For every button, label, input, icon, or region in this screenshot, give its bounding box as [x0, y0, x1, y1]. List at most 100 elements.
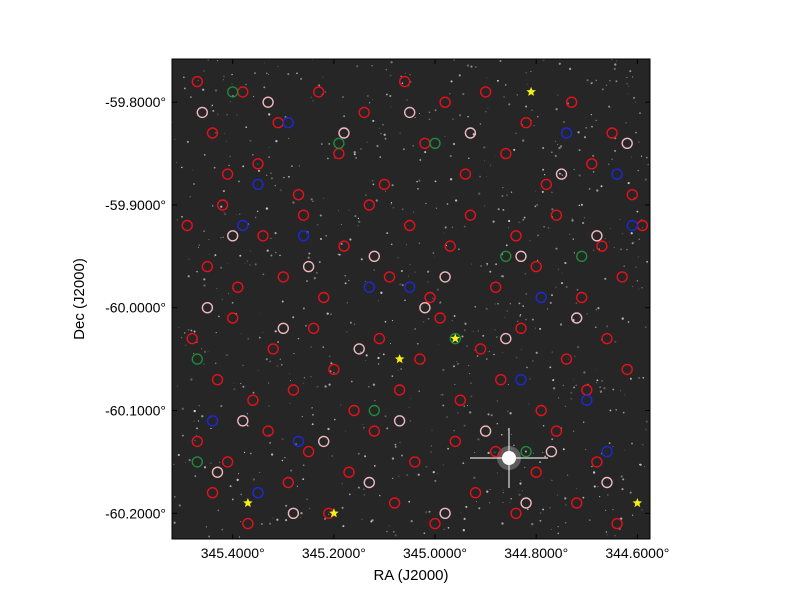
background-star: [190, 378, 193, 381]
background-star: [626, 76, 628, 79]
circle-marker: [393, 415, 406, 427]
circle-marker: [404, 106, 416, 119]
background-star: [390, 106, 392, 108]
background-star: [442, 404, 445, 407]
background-star: [390, 243, 393, 246]
background-star: [341, 482, 343, 485]
background-star: [346, 302, 348, 304]
circle-marker: [307, 322, 320, 334]
background-star: [310, 96, 312, 98]
background-star: [612, 388, 615, 391]
background-star: [266, 249, 269, 252]
background-star: [371, 65, 373, 67]
background-star: [227, 354, 229, 356]
background-star: [600, 185, 603, 188]
background-star: [580, 203, 583, 206]
circle-marker: [399, 75, 411, 88]
background-star: [400, 269, 403, 273]
background-star: [226, 114, 228, 116]
background-star: [632, 285, 634, 287]
background-star: [238, 213, 241, 215]
circle-marker: [611, 168, 623, 180]
circle-marker: [252, 487, 264, 499]
circle-marker: [368, 250, 380, 262]
background-star: [340, 242, 343, 245]
background-star: [310, 346, 313, 349]
background-star: [609, 80, 611, 82]
background-star: [571, 217, 573, 220]
background-star: [532, 360, 534, 362]
background-stars: [172, 59, 650, 538]
background-star: [371, 519, 374, 522]
background-star: [308, 507, 311, 510]
background-star: [513, 148, 516, 151]
background-star: [238, 536, 241, 538]
background-star: [343, 114, 345, 116]
background-star: [439, 394, 441, 396]
background-star: [599, 496, 601, 498]
background-star: [631, 514, 634, 516]
background-star: [564, 405, 567, 407]
background-star: [302, 478, 304, 480]
background-star: [637, 256, 640, 258]
background-star: [525, 105, 528, 108]
background-star: [372, 383, 376, 386]
background-star: [357, 486, 360, 489]
background-star: [543, 225, 545, 228]
background-star: [236, 478, 239, 482]
background-star: [389, 94, 392, 98]
background-star: [625, 122, 627, 124]
background-star: [443, 528, 445, 530]
background-star: [609, 241, 611, 243]
background-star: [578, 174, 581, 177]
background-star: [534, 327, 536, 329]
background-star: [378, 300, 380, 302]
background-star: [412, 145, 414, 147]
background-star: [520, 349, 522, 350]
background-star: [486, 77, 488, 79]
circle-marker: [191, 456, 204, 468]
background-star: [189, 195, 191, 198]
background-star: [239, 254, 242, 257]
background-star: [404, 299, 406, 302]
background-star: [297, 337, 300, 340]
background-star: [596, 379, 599, 382]
circle-marker: [571, 312, 583, 324]
background-star: [592, 154, 595, 158]
background-star: [531, 109, 533, 111]
background-star: [550, 528, 552, 530]
background-star: [572, 238, 575, 240]
background-star: [333, 371, 335, 374]
background-star: [474, 66, 477, 68]
background-star: [604, 237, 606, 240]
circle-marker: [606, 127, 618, 139]
background-star: [277, 66, 279, 68]
plot-frame: [171, 58, 651, 540]
background-star: [611, 158, 613, 160]
background-star: [529, 377, 532, 380]
background-star: [193, 352, 195, 354]
background-star: [416, 342, 419, 345]
background-star: [507, 383, 509, 386]
background-star: [601, 88, 604, 91]
background-star: [292, 316, 295, 319]
background-star: [173, 521, 176, 524]
background-star: [606, 325, 609, 328]
background-star: [496, 472, 498, 474]
background-star: [390, 202, 393, 205]
background-star: [434, 109, 437, 112]
background-star: [466, 64, 470, 67]
background-star: [344, 282, 347, 285]
background-star: [249, 250, 252, 252]
background-star: [270, 453, 274, 456]
background-star: [486, 176, 487, 178]
background-star: [567, 358, 569, 360]
background-star: [247, 425, 250, 428]
background-star: [379, 494, 381, 497]
background-star: [430, 445, 433, 447]
background-star: [632, 96, 636, 99]
circle-marker: [530, 466, 542, 478]
star-marker: [394, 354, 405, 364]
background-star: [258, 336, 261, 339]
background-star: [551, 479, 553, 481]
